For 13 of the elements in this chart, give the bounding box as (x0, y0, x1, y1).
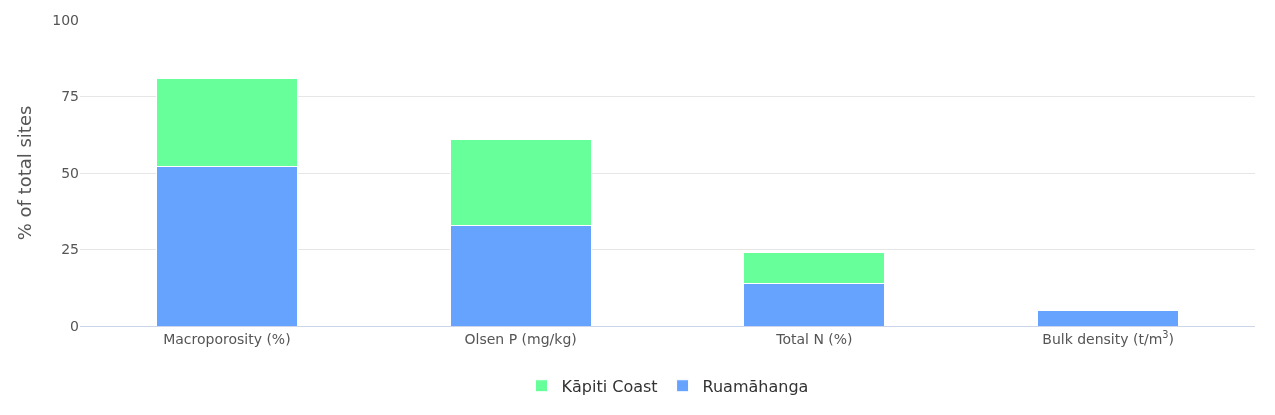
bar (1037, 310, 1180, 326)
legend-label: Kāpiti Coast (561, 376, 658, 396)
x-tick-label: Total N (%) (775, 330, 853, 347)
legend-label: Ruamāhanga (702, 376, 809, 396)
y-tick-label: 25 (61, 241, 79, 258)
y-axis-title: % of total sites (14, 105, 36, 241)
x-tick-label: Olsen P (mg/kg) (464, 330, 577, 347)
x-tick-label: Macroporosity (%) (163, 330, 291, 347)
y-tick-label: 75 (61, 88, 79, 105)
y-tick-label: 100 (52, 11, 79, 28)
y-tick-label: 50 (61, 164, 79, 181)
y-tick-label: 0 (70, 317, 79, 334)
x-tick-label: Bulk density (t/m$^{3}$) (1042, 328, 1174, 347)
